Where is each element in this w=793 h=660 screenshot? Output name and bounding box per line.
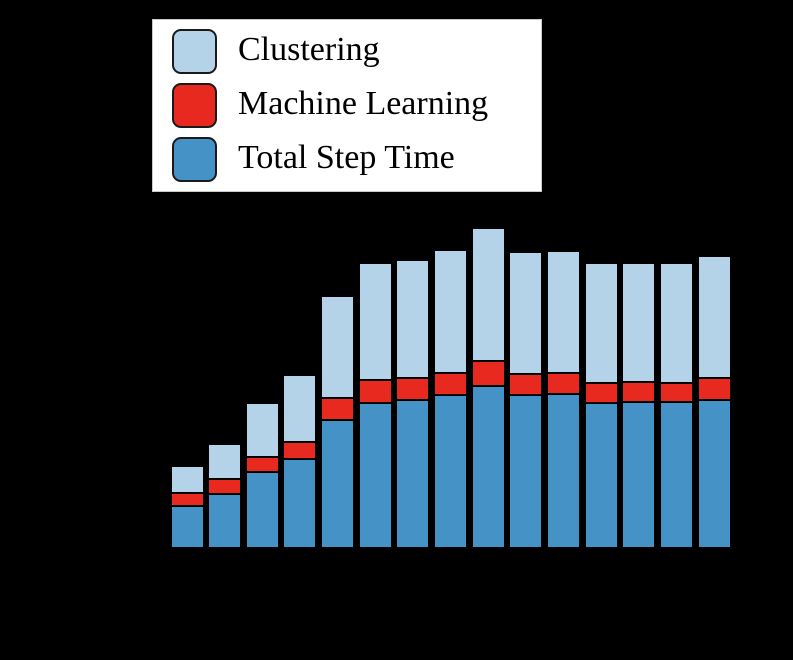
bar-6-segment-machine-learning (359, 380, 392, 403)
bar-12-segment-total-step-time (585, 403, 618, 548)
bar-3-segment-total-step-time (246, 472, 279, 548)
legend-label-total-step-time: Total Step Time (238, 138, 455, 176)
bar-4-segment-clustering (283, 375, 316, 442)
bar-14-segment-clustering (660, 263, 693, 383)
bar-5-segment-machine-learning (321, 398, 354, 420)
bar-12-segment-machine-learning (585, 383, 618, 403)
bar-4 (283, 375, 316, 548)
bar-4-segment-machine-learning (283, 442, 316, 459)
legend-swatch-machine-learning (172, 83, 217, 128)
bar-2 (208, 444, 241, 548)
bar-8-segment-clustering (434, 250, 467, 373)
bar-8 (434, 250, 467, 548)
bar-11-segment-clustering (547, 251, 580, 373)
legend-label-machine-learning: Machine Learning (238, 84, 489, 122)
bar-10 (509, 252, 542, 548)
bar-15-segment-clustering (698, 256, 731, 378)
bar-12 (585, 263, 618, 548)
bar-10-segment-clustering (509, 252, 542, 374)
bar-10-segment-total-step-time (509, 395, 542, 548)
bar-14 (660, 263, 693, 548)
bar-2-segment-total-step-time (208, 494, 241, 548)
bar-6 (359, 263, 392, 548)
bar-4-segment-total-step-time (283, 459, 316, 548)
bar-11-segment-total-step-time (547, 394, 580, 548)
bar-5-segment-clustering (321, 296, 354, 398)
bar-13-segment-clustering (622, 263, 655, 382)
legend-swatch-total-step-time (172, 137, 217, 182)
legend: Clustering Machine Learning Total Step T… (152, 19, 542, 192)
bar-6-segment-total-step-time (359, 403, 392, 548)
bar-15-segment-total-step-time (698, 400, 731, 548)
bar-14-segment-machine-learning (660, 383, 693, 402)
bar-9-segment-total-step-time (472, 386, 505, 548)
bar-15-segment-machine-learning (698, 378, 731, 400)
legend-entry-total-step-time: Total Step Time (172, 137, 541, 182)
bar-1 (171, 466, 204, 548)
bar-3 (246, 403, 279, 548)
bar-8-segment-total-step-time (434, 395, 467, 548)
bar-14-segment-total-step-time (660, 402, 693, 548)
bar-7-segment-machine-learning (396, 378, 429, 400)
bar-11 (547, 251, 580, 548)
bar-2-segment-machine-learning (208, 479, 241, 494)
bar-13 (622, 263, 655, 548)
bar-3-segment-clustering (246, 403, 279, 457)
bar-13-segment-machine-learning (622, 382, 655, 402)
bar-5 (321, 296, 354, 548)
bar-1-segment-machine-learning (171, 493, 204, 506)
bar-10-segment-machine-learning (509, 374, 542, 395)
legend-entry-machine-learning: Machine Learning (172, 83, 541, 128)
legend-label-clustering: Clustering (238, 30, 380, 68)
legend-swatch-clustering (172, 29, 217, 74)
bar-7-segment-total-step-time (396, 400, 429, 548)
bar-7 (396, 260, 429, 548)
bar-9-segment-machine-learning (472, 361, 505, 386)
bar-3-segment-machine-learning (246, 457, 279, 472)
bar-15 (698, 256, 731, 548)
bar-7-segment-clustering (396, 260, 429, 378)
bar-2-segment-clustering (208, 444, 241, 479)
bar-6-segment-clustering (359, 263, 392, 380)
bar-13-segment-total-step-time (622, 402, 655, 548)
bar-11-segment-machine-learning (547, 373, 580, 394)
bar-1-segment-clustering (171, 466, 204, 493)
bar-5-segment-total-step-time (321, 420, 354, 548)
legend-entry-clustering: Clustering (172, 29, 541, 74)
bar-9-segment-clustering (472, 228, 505, 361)
bar-12-segment-clustering (585, 263, 618, 383)
bar-8-segment-machine-learning (434, 373, 467, 395)
bar-1-segment-total-step-time (171, 506, 204, 548)
bar-9 (472, 228, 505, 548)
